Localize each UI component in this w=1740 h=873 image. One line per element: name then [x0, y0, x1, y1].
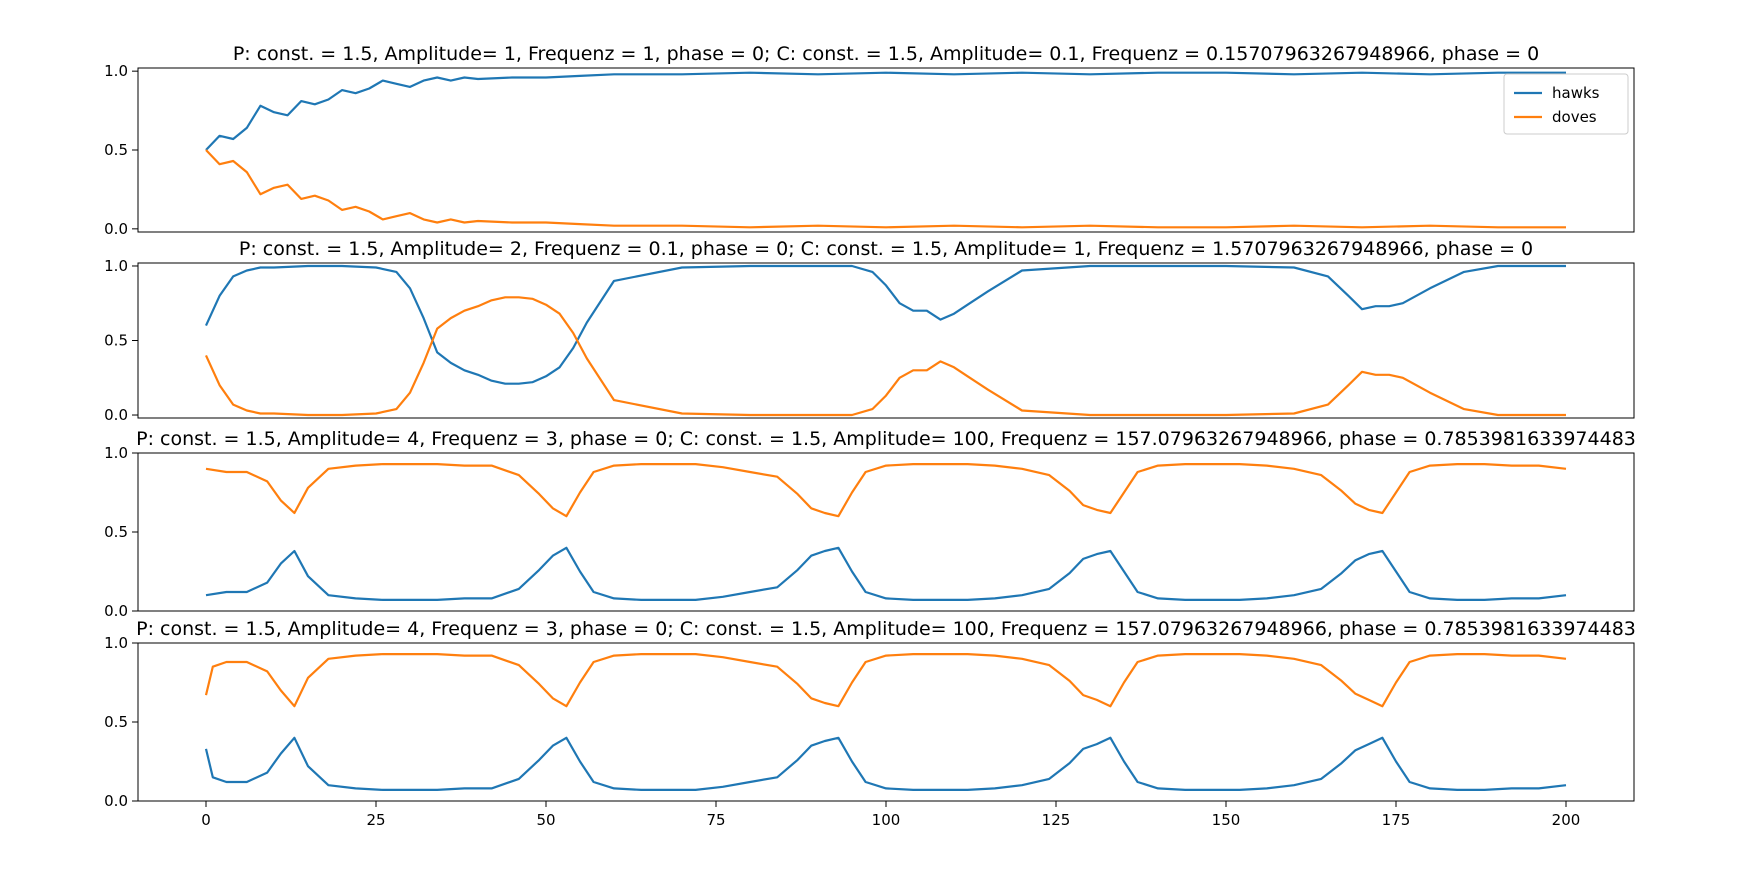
series-line-hawks	[205, 71, 1566, 151]
legend-box	[1503, 73, 1629, 135]
subplot-title: P: const. = 1.5, Amplitude= 2, Frequenz …	[239, 238, 1533, 260]
subplot-title: P: const. = 1.5, Amplitude= 4, Frequenz …	[136, 428, 1636, 450]
subplot-3: P: const. = 1.5, Amplitude= 4, Frequenz …	[104, 428, 1636, 620]
x-tick-label: 75	[706, 811, 725, 829]
y-tick-label: 1.0	[104, 257, 128, 275]
legend-label-hawks: hawks	[1552, 84, 1600, 102]
legend-label-doves: doves	[1552, 108, 1597, 126]
subplot-title: P: const. = 1.5, Amplitude= 4, Frequenz …	[136, 618, 1636, 640]
series-line-doves	[205, 463, 1567, 518]
x-tick-label: 25	[366, 811, 385, 829]
y-tick-label: 1.0	[104, 634, 128, 652]
x-tick-label: 125	[1042, 811, 1071, 829]
x-tick-label: 50	[536, 811, 555, 829]
x-tick-label: 200	[1552, 811, 1581, 829]
axes-frame	[137, 67, 1635, 233]
axes-frame	[137, 642, 1635, 802]
subplot-1: P: const. = 1.5, Amplitude= 1, Frequenz …	[104, 43, 1635, 238]
y-tick-label: 0.5	[104, 523, 128, 541]
series-line-doves	[205, 149, 1566, 229]
x-tick-label: 100	[872, 811, 901, 829]
y-tick-label: 0.0	[104, 602, 128, 620]
y-tick-label: 0.0	[104, 792, 128, 810]
y-tick-label: 0.5	[104, 713, 128, 731]
x-tick-label: 175	[1382, 811, 1411, 829]
subplot-4: P: const. = 1.5, Amplitude= 4, Frequenz …	[104, 618, 1636, 829]
series-line-hawks	[205, 546, 1567, 602]
subplot-2: P: const. = 1.5, Amplitude= 2, Frequenz …	[104, 238, 1635, 424]
y-tick-label: 0.0	[104, 220, 128, 238]
y-tick-label: 0.5	[104, 141, 128, 159]
x-tick-label: 0	[201, 811, 211, 829]
series-line-hawks	[204, 264, 1566, 385]
series-line-doves	[204, 296, 1566, 417]
series-line-doves	[204, 652, 1567, 708]
axes-frame	[137, 452, 1635, 612]
y-tick-label: 1.0	[104, 444, 128, 462]
legend: hawks doves	[1503, 73, 1629, 135]
subplot-title: P: const. = 1.5, Amplitude= 1, Frequenz …	[233, 43, 1539, 65]
y-tick-label: 0.5	[104, 332, 128, 350]
x-tick-label: 150	[1212, 811, 1241, 829]
y-tick-label: 0.0	[104, 406, 128, 424]
y-tick-label: 1.0	[104, 62, 128, 80]
series-line-hawks	[204, 736, 1567, 792]
